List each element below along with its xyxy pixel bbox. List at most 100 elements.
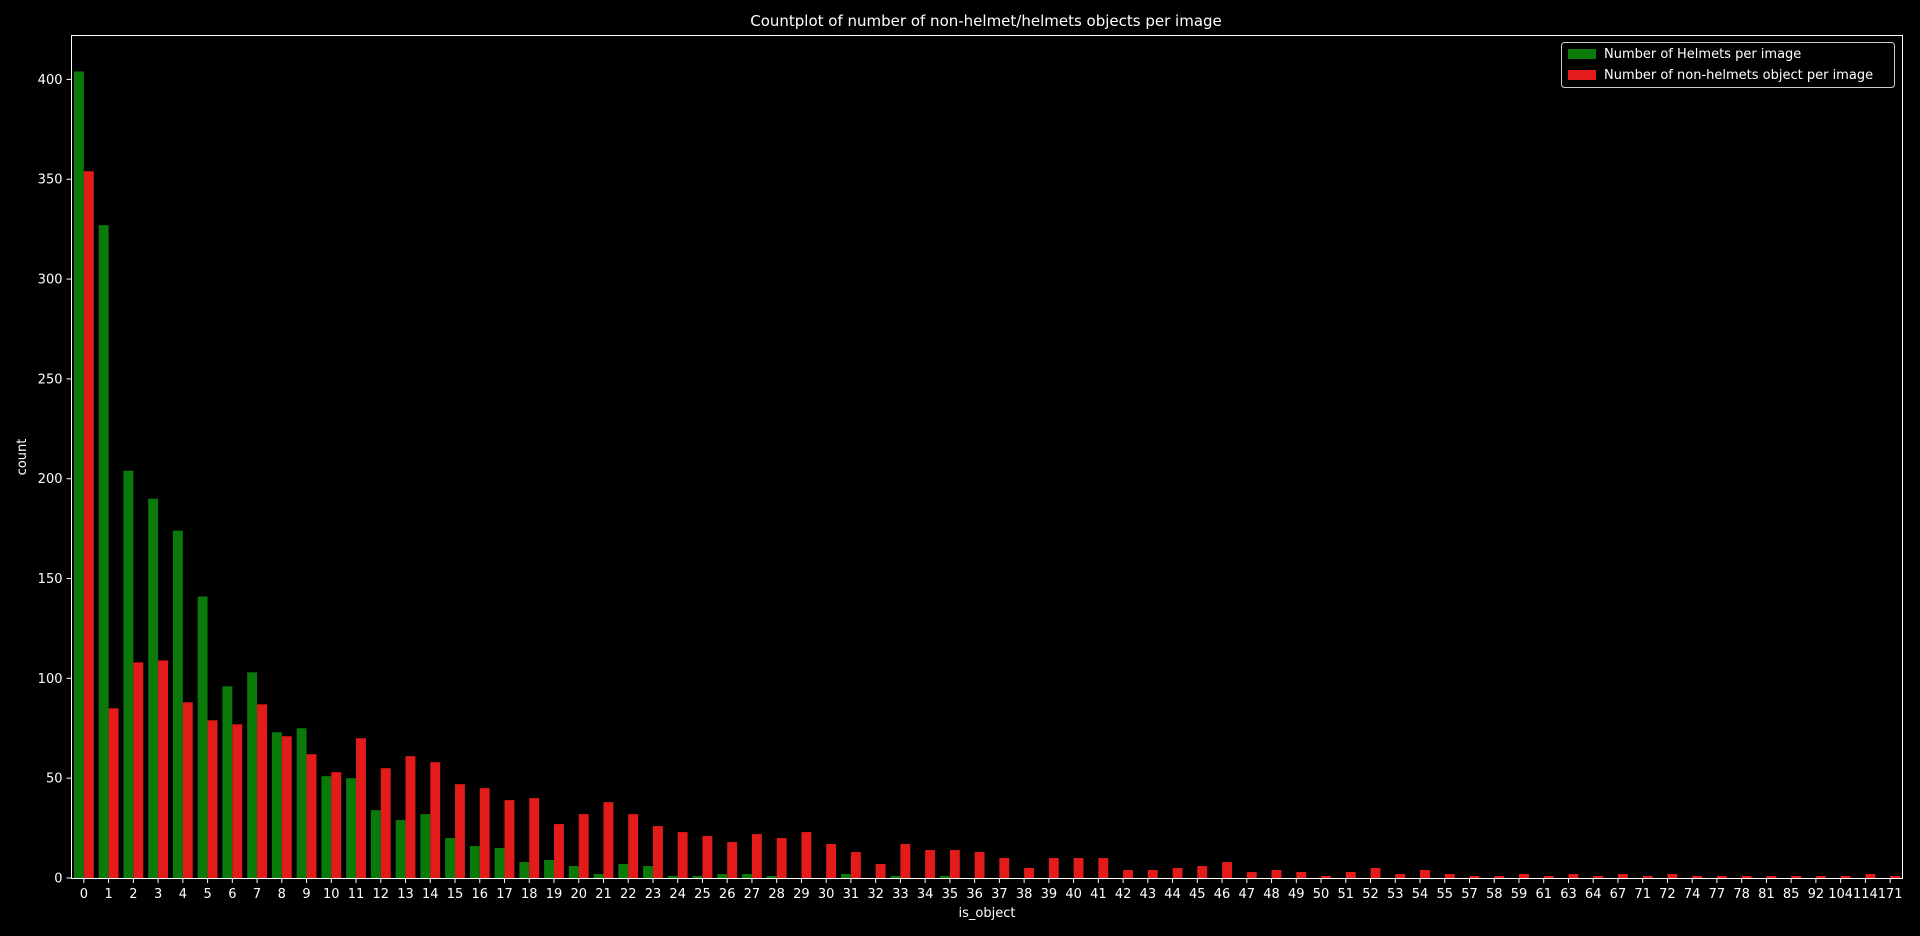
- x-tick-label: 30: [818, 887, 835, 902]
- bar-helmets-10: [321, 776, 332, 878]
- bar-non-helmets-85: [1791, 876, 1802, 878]
- x-tick-label: 171: [1878, 887, 1903, 902]
- x-tick-label: 51: [1338, 887, 1355, 902]
- bar-non-helmets-7: [257, 704, 267, 878]
- bar-non-helmets-11: [356, 738, 366, 878]
- bar-non-helmets-27: [751, 834, 762, 878]
- bar-non-helmets-40: [1073, 858, 1084, 878]
- y-tick-label: 400: [38, 73, 63, 88]
- bar-helmets-24: [667, 876, 678, 878]
- bar-non-helmets-17: [504, 800, 515, 878]
- bar-helmets-25: [692, 876, 703, 878]
- x-tick-label: 16: [471, 887, 488, 902]
- bar-non-helmets-28: [776, 838, 787, 878]
- bar-non-helmets-51: [1345, 872, 1356, 878]
- x-tick-label: 8: [278, 887, 286, 902]
- bar-non-helmets-43: [1147, 870, 1158, 878]
- bar-non-helmets-0: [83, 171, 94, 878]
- bar-helmets-3: [148, 498, 159, 878]
- bar-non-helmets-37: [999, 858, 1010, 878]
- bar-helmets-31: [841, 874, 851, 878]
- bar-non-helmets-32: [875, 864, 886, 878]
- x-tick-label: 21: [595, 887, 612, 902]
- x-tick-label: 28: [768, 887, 785, 902]
- bar-non-helmets-8: [281, 736, 292, 878]
- bar-non-helmets-29: [801, 832, 812, 878]
- x-tick-label: 92: [1808, 887, 1825, 902]
- x-tick-label: 63: [1560, 887, 1577, 902]
- bar-non-helmets-59: [1518, 874, 1529, 878]
- bar-non-helmets-49: [1296, 872, 1307, 878]
- bar-non-helmets-54: [1420, 870, 1430, 878]
- bar-helmets-0: [73, 71, 84, 878]
- x-tick-label: 32: [867, 887, 884, 902]
- y-tick-label: 200: [38, 472, 63, 487]
- bar-non-helmets-13: [405, 756, 416, 878]
- x-tick-label: 2: [129, 887, 137, 902]
- x-tick-label: 81: [1758, 887, 1775, 902]
- x-tick-label: 85: [1783, 887, 1800, 902]
- x-tick-label: 36: [966, 887, 983, 902]
- x-tick-label: 26: [719, 887, 736, 902]
- bar-non-helmets-23: [652, 826, 663, 878]
- x-tick-label: 67: [1610, 887, 1627, 902]
- x-tick-label: 57: [1461, 887, 1478, 902]
- bar-non-helmets-38: [1024, 868, 1035, 878]
- x-tick-label: 58: [1486, 887, 1503, 902]
- bar-non-helmets-46: [1222, 862, 1232, 878]
- bar-non-helmets-42: [1123, 870, 1133, 878]
- bar-non-helmets-31: [850, 852, 861, 878]
- x-tick-label: 19: [546, 887, 563, 902]
- x-tick-label: 31: [843, 887, 860, 902]
- bar-non-helmets-6: [232, 724, 243, 878]
- x-tick-label: 41: [1090, 887, 1107, 902]
- x-tick-label: 46: [1214, 887, 1231, 902]
- x-tick-label: 0: [80, 887, 88, 902]
- bar-non-helmets-41: [1098, 858, 1109, 878]
- y-tick-label: 50: [46, 772, 63, 787]
- x-tick-label: 4: [179, 887, 187, 902]
- x-tick-label: 10: [323, 887, 340, 902]
- bar-helmets-14: [420, 814, 431, 878]
- y-axis-label: count: [15, 439, 30, 476]
- bar-non-helmets-57: [1469, 876, 1480, 878]
- bar-helmets-4: [172, 530, 183, 878]
- bar-non-helmets-5: [207, 720, 218, 878]
- x-tick-label: 47: [1239, 887, 1256, 902]
- x-tick-label: 49: [1288, 887, 1305, 902]
- bar-helmets-18: [519, 862, 530, 878]
- bar-helmets-17: [494, 848, 505, 878]
- x-tick-label: 40: [1065, 887, 1082, 902]
- x-tick-label: 48: [1263, 887, 1280, 902]
- x-tick-label: 5: [203, 887, 211, 902]
- bar-non-helmets-114: [1865, 874, 1876, 878]
- bar-helmets-5: [197, 596, 208, 878]
- x-tick-label: 7: [253, 887, 261, 902]
- x-tick-label: 44: [1164, 887, 1181, 902]
- x-tick-label: 59: [1511, 887, 1528, 902]
- bar-non-helmets-64: [1593, 876, 1604, 878]
- bar-non-helmets-9: [306, 754, 317, 878]
- bar-non-helmets-71: [1642, 876, 1653, 878]
- x-tick-label: 43: [1140, 887, 1157, 902]
- bar-non-helmets-20: [578, 814, 589, 878]
- x-tick-label: 14: [422, 887, 439, 902]
- x-tick-label: 25: [694, 887, 711, 902]
- bar-helmets-26: [717, 874, 728, 878]
- x-tick-label: 33: [892, 887, 909, 902]
- x-tick-label: 11: [348, 887, 365, 902]
- x-tick-label: 23: [645, 887, 662, 902]
- bar-non-helmets-34: [925, 850, 936, 878]
- x-tick-label: 64: [1585, 887, 1602, 902]
- bar-helmets-22: [618, 864, 629, 878]
- bar-helmets-9: [296, 728, 307, 878]
- x-tick-label: 20: [570, 887, 587, 902]
- y-tick-label: 300: [38, 273, 63, 288]
- bar-non-helmets-58: [1494, 876, 1505, 878]
- bars-group: [73, 71, 1901, 878]
- bar-non-helmets-78: [1741, 876, 1752, 878]
- bar-helmets-23: [643, 866, 653, 878]
- bar-non-helmets-52: [1370, 868, 1381, 878]
- bar-non-helmets-18: [529, 798, 540, 878]
